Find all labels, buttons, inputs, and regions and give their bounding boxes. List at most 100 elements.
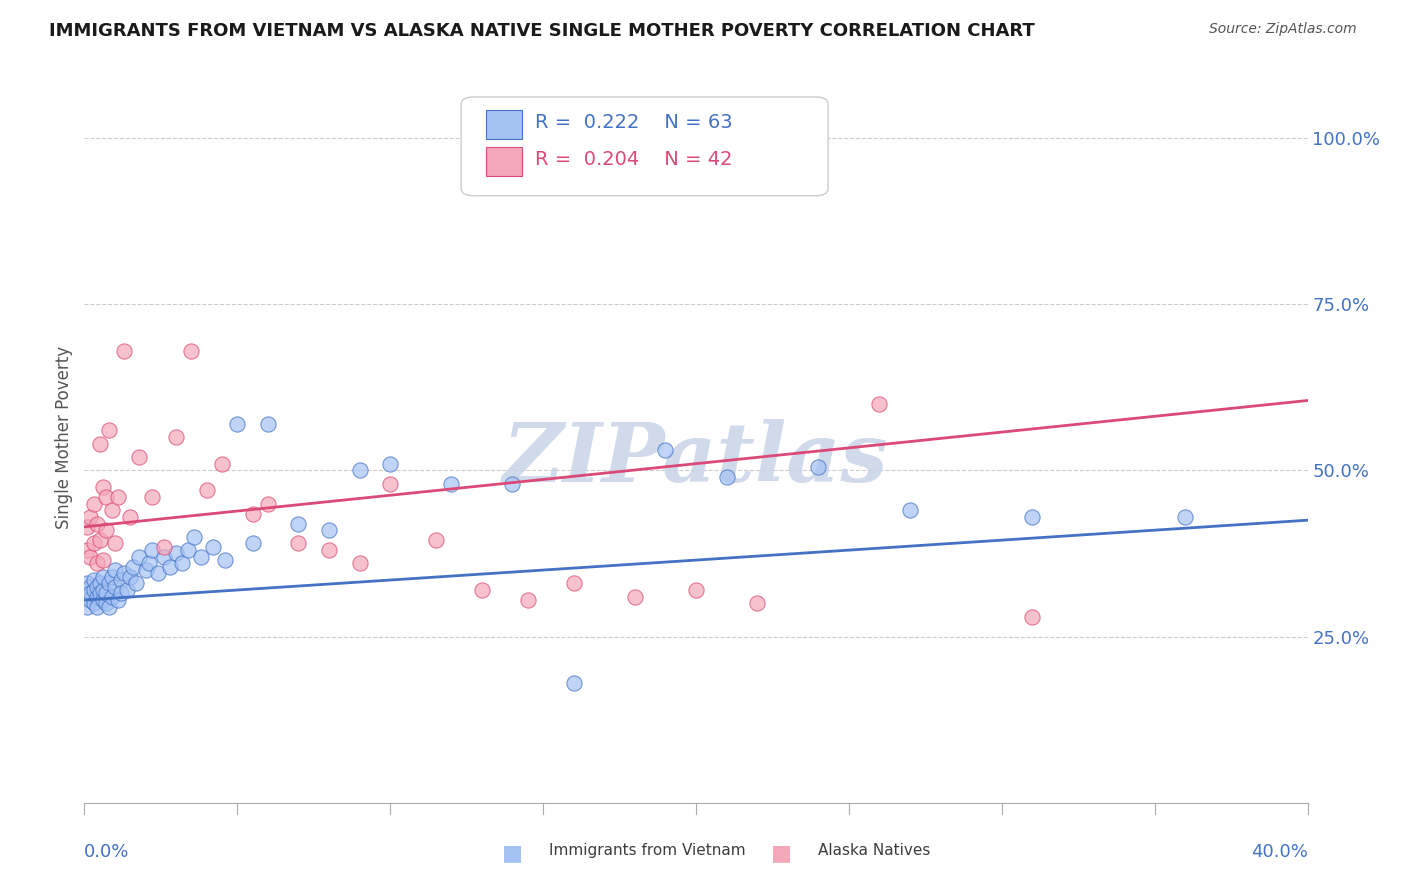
Point xyxy=(94,490,117,504)
Point xyxy=(287,536,309,550)
Point xyxy=(716,470,738,484)
Point xyxy=(165,546,187,560)
Point xyxy=(180,343,202,358)
Point xyxy=(107,490,129,504)
Text: R =  0.222    N = 63: R = 0.222 N = 63 xyxy=(534,113,733,132)
Point xyxy=(97,599,120,614)
Point xyxy=(79,580,101,594)
Point xyxy=(183,530,205,544)
Text: ZIPatlas: ZIPatlas xyxy=(503,419,889,499)
Point xyxy=(91,553,114,567)
Point xyxy=(91,582,114,597)
Point xyxy=(1174,509,1197,524)
Point xyxy=(115,582,138,597)
Text: 40.0%: 40.0% xyxy=(1251,843,1308,861)
Point xyxy=(101,503,124,517)
Point xyxy=(79,549,101,564)
Point xyxy=(86,557,108,571)
Point xyxy=(242,507,264,521)
Point xyxy=(101,590,124,604)
Text: ■: ■ xyxy=(770,843,792,863)
Point xyxy=(112,343,135,358)
Point xyxy=(89,586,111,600)
Point xyxy=(380,457,402,471)
Point xyxy=(94,523,117,537)
Point xyxy=(89,576,111,591)
Point xyxy=(97,424,120,438)
Point xyxy=(318,523,340,537)
Point xyxy=(1021,609,1043,624)
Point xyxy=(685,582,707,597)
Point xyxy=(747,596,769,610)
Point xyxy=(141,490,163,504)
Point xyxy=(869,397,891,411)
Point xyxy=(122,559,145,574)
Point xyxy=(79,586,101,600)
Point xyxy=(257,417,280,431)
Point xyxy=(120,509,142,524)
Point xyxy=(226,417,249,431)
Y-axis label: Single Mother Poverty: Single Mother Poverty xyxy=(55,345,73,529)
Point xyxy=(165,430,187,444)
Point xyxy=(898,503,921,517)
Point xyxy=(76,543,98,558)
Point xyxy=(89,436,111,450)
Point xyxy=(86,590,108,604)
Point xyxy=(287,516,309,531)
Point xyxy=(83,497,105,511)
Point xyxy=(211,457,233,471)
Point xyxy=(107,593,129,607)
Point xyxy=(516,593,538,607)
Point xyxy=(425,533,447,548)
Point xyxy=(128,450,150,464)
Point xyxy=(79,593,101,607)
Point xyxy=(380,476,402,491)
Point xyxy=(94,586,117,600)
Point xyxy=(190,549,212,564)
Text: 0.0%: 0.0% xyxy=(84,843,129,861)
FancyBboxPatch shape xyxy=(485,110,522,139)
FancyBboxPatch shape xyxy=(461,97,828,195)
Text: ■: ■ xyxy=(502,843,523,863)
Point xyxy=(104,536,127,550)
Point xyxy=(242,536,264,550)
Point xyxy=(349,463,371,477)
Point xyxy=(94,596,117,610)
Point xyxy=(112,566,135,581)
Point xyxy=(128,549,150,564)
Point xyxy=(562,576,585,591)
Point xyxy=(153,540,176,554)
Point xyxy=(91,480,114,494)
Point xyxy=(76,520,98,534)
Point xyxy=(91,570,114,584)
Point xyxy=(1021,509,1043,524)
Text: Alaska Natives: Alaska Natives xyxy=(818,843,931,858)
FancyBboxPatch shape xyxy=(485,146,522,176)
Point xyxy=(110,573,132,587)
Point xyxy=(76,590,98,604)
Point xyxy=(153,549,176,564)
Point xyxy=(318,543,340,558)
Point xyxy=(471,582,494,597)
Point xyxy=(104,563,127,577)
Point xyxy=(97,576,120,591)
Point xyxy=(654,443,676,458)
Point xyxy=(624,590,647,604)
Point xyxy=(125,576,148,591)
Point xyxy=(257,497,280,511)
Point xyxy=(146,566,169,581)
Point xyxy=(83,596,105,610)
Text: Source: ZipAtlas.com: Source: ZipAtlas.com xyxy=(1209,22,1357,37)
Point xyxy=(172,557,194,571)
Point xyxy=(76,599,98,614)
Point xyxy=(562,676,585,690)
Text: Immigrants from Vietnam: Immigrants from Vietnam xyxy=(550,843,745,858)
Point xyxy=(86,580,108,594)
Point xyxy=(502,476,524,491)
Point xyxy=(101,570,124,584)
Point xyxy=(110,586,132,600)
Point xyxy=(86,599,108,614)
Point xyxy=(91,593,114,607)
Point xyxy=(83,536,105,550)
Point xyxy=(349,557,371,571)
